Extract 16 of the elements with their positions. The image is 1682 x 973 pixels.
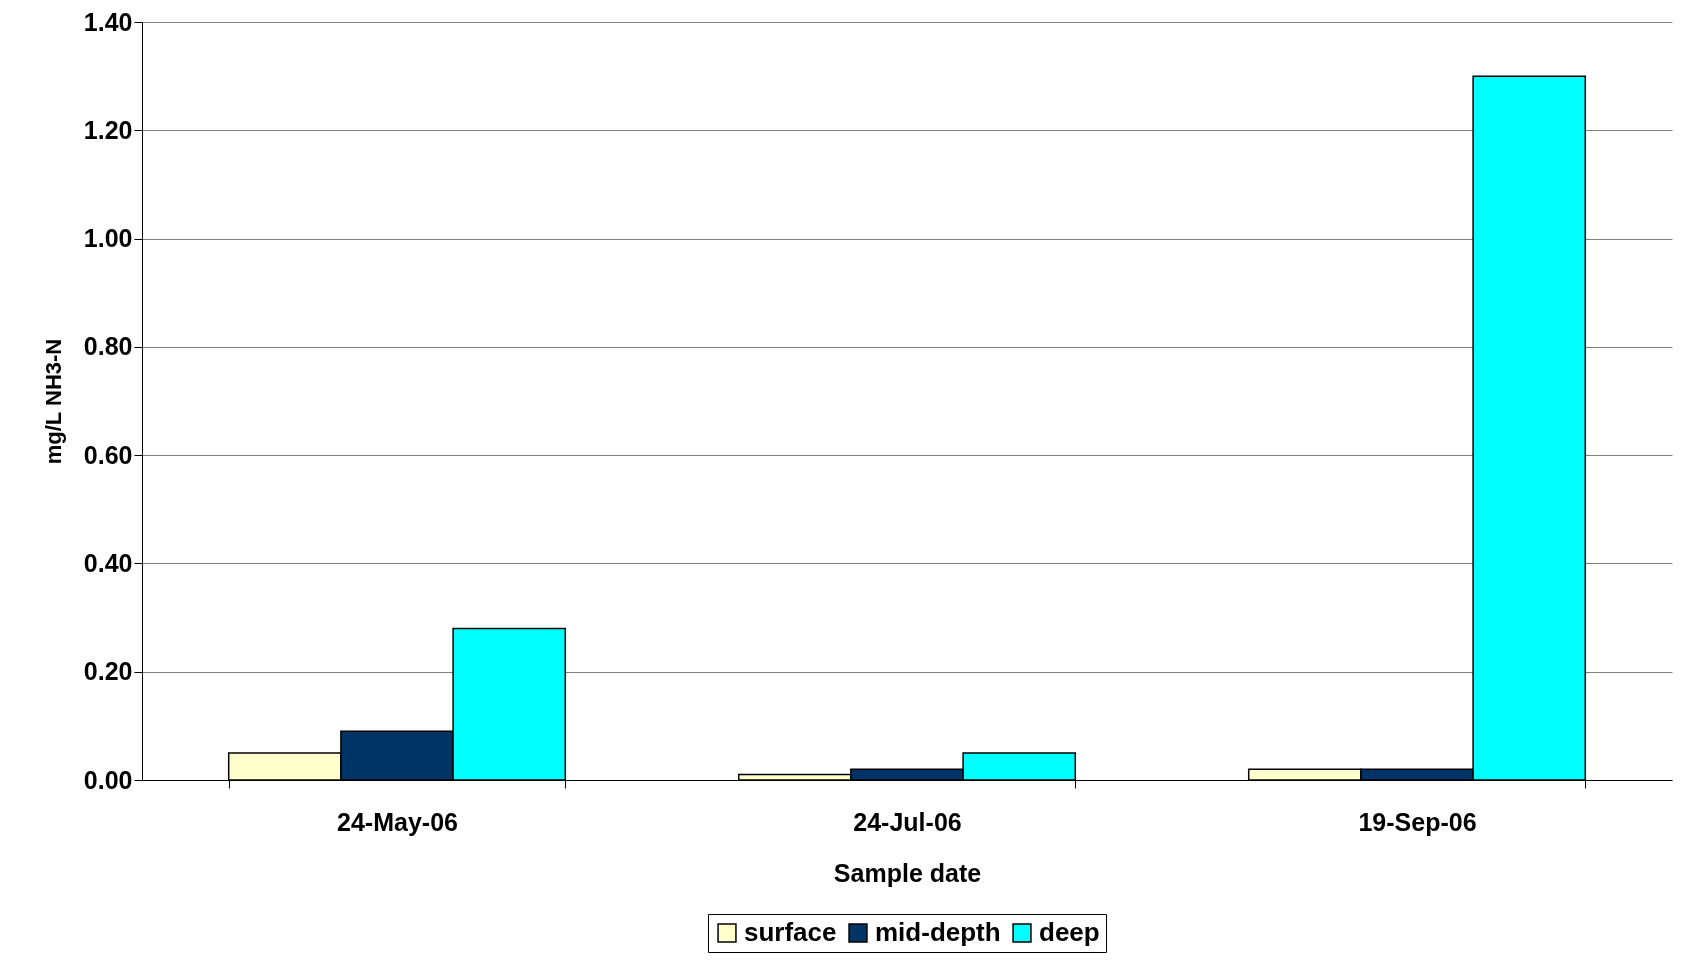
x-tick-label: 19-Sep-06	[1358, 807, 1477, 836]
legend-label: mid-depth	[875, 917, 1001, 947]
y-tick-label: 0.00	[83, 765, 133, 794]
y-tick-label: 0.60	[83, 440, 133, 469]
y-axis-title: mg/L NH3-N	[40, 338, 66, 465]
y-tick-label: 0.40	[83, 548, 133, 577]
x-tick-label: 24-Jul-06	[853, 807, 962, 836]
x-tick-label: 24-May-06	[337, 807, 458, 836]
legend-label: deep	[1039, 917, 1100, 947]
y-tick-label: 1.20	[83, 115, 133, 144]
y-tick-label: 1.40	[83, 7, 133, 36]
legend-label: surface	[744, 917, 837, 947]
y-tick-label: 0.80	[83, 332, 133, 361]
y-tick-label: 0.20	[83, 657, 133, 686]
x-axis-title: Sample date	[833, 858, 982, 887]
y-tick-label: 1.00	[83, 224, 133, 253]
